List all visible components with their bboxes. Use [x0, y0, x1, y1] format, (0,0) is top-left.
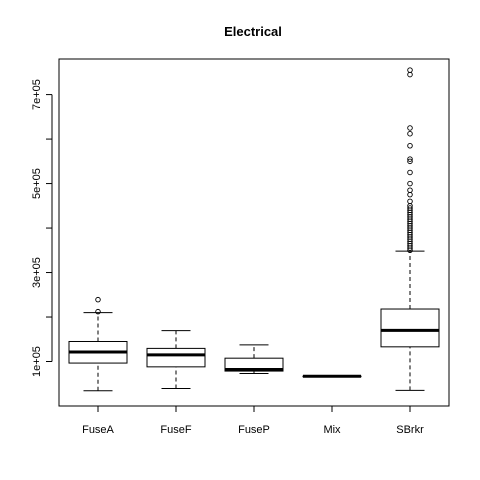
box-fusep: [224, 344, 284, 375]
x-tick-label-fusef: FuseF: [160, 424, 191, 436]
box-sbrkr: [380, 67, 440, 391]
x-tick-label-fusep: FuseP: [238, 424, 270, 436]
iqr-box-sbrkr: [380, 308, 440, 348]
box-fusea: [68, 296, 128, 392]
y-tick-label-2: 5e+05: [31, 168, 43, 199]
outlier-point-sbrkr-24: [407, 180, 413, 187]
outlier-point-sbrkr-19: [407, 205, 413, 211]
y-tick-label-1: 3e+05: [31, 257, 43, 288]
box-group: [68, 67, 440, 392]
outlier-point-sbrkr-28: [407, 142, 413, 149]
box-mix: [302, 374, 362, 378]
outlier-point-fusea-0: [95, 308, 101, 315]
chart-title: Electrical: [224, 24, 282, 39]
y-tick-label-0: 1e+05: [31, 346, 43, 377]
iqr-box-fusef: [146, 347, 206, 368]
y-tick-label-3: 7e+05: [31, 79, 43, 110]
plot-frame: [58, 58, 450, 407]
x-tick-label-mix: Mix: [323, 424, 341, 436]
x-tick-label-fusea: FuseA: [82, 424, 114, 436]
outlier-point-sbrkr-27: [407, 156, 413, 162]
outlier-point-fusea-1: [95, 296, 101, 303]
outlier-point-sbrkr-30: [407, 125, 413, 131]
outlier-point-sbrkr-23: [407, 187, 413, 193]
outlier-point-sbrkr-26: [407, 158, 413, 165]
x-tick-label-sbrkr: SBrkr: [396, 424, 424, 436]
outlier-point-sbrkr-29: [407, 130, 413, 137]
box-fusef: [146, 330, 206, 390]
iqr-box-fusep: [224, 357, 284, 372]
outlier-point-sbrkr-32: [407, 67, 413, 73]
outlier-point-sbrkr-21: [407, 198, 413, 205]
outlier-point-sbrkr-25: [407, 169, 413, 176]
y-axis: 1e+05 3e+05 5e+05 7e+05: [31, 79, 53, 377]
